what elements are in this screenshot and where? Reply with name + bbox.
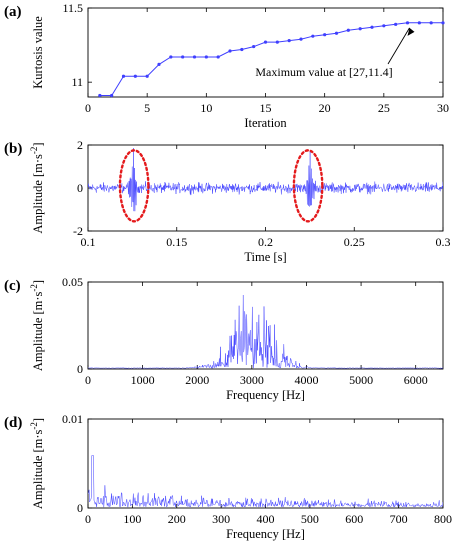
x-tick-label: 500 (301, 512, 319, 526)
data-point (228, 49, 232, 53)
plot-frame (87, 7, 444, 98)
data-point (98, 93, 102, 98)
y-tick-label: 0 (77, 501, 83, 515)
panel-label: (d) (4, 415, 22, 431)
series-line-signal (88, 147, 443, 212)
panel-label: (c) (4, 278, 21, 294)
data-point (216, 55, 220, 59)
x-tick-label: 0.2 (258, 235, 273, 249)
panel-label: (a) (4, 4, 22, 20)
x-axis-label: Frequency [Hz] (226, 388, 305, 402)
y-tick-label: 11.5 (62, 1, 83, 15)
data-point (311, 34, 315, 38)
y-axis-label: Amplitude [m·s-2] (29, 280, 45, 371)
impulse-highlight-ellipse (292, 149, 324, 223)
x-tick-label: 1000 (131, 373, 155, 387)
x-tick-label: 0 (85, 101, 91, 115)
plot-frame (87, 418, 444, 509)
x-tick-label: 5000 (349, 373, 373, 387)
series-line-kurtosis (99, 22, 443, 96)
x-tick-label: 15 (260, 101, 272, 115)
panel-label: (b) (4, 141, 22, 157)
data-point (204, 55, 208, 59)
data-point (417, 21, 421, 25)
data-point (323, 33, 327, 37)
data-point (275, 40, 279, 44)
x-tick-label: 0.3 (436, 235, 451, 249)
annotation-arrow (387, 27, 410, 65)
x-tick-label: 5 (144, 101, 150, 115)
x-tick-label: 10 (200, 101, 212, 115)
x-tick-label: 200 (168, 512, 186, 526)
x-tick-label: 600 (345, 512, 363, 526)
panel-a: (a) 0 5 10 15 20 25 30 11 11.5 Iteration Kurtosis v… (4, 1, 449, 130)
x-tick-label: 30 (437, 101, 449, 115)
data-point (334, 31, 339, 35)
y-axis-label: Kurtosis value (31, 16, 45, 89)
x-tick-label: 2000 (185, 373, 209, 387)
data-point (441, 21, 445, 25)
data-point (394, 22, 398, 26)
y-tick-label: 11 (71, 75, 83, 89)
data-point (121, 74, 126, 78)
series-line-spectrum (88, 294, 443, 369)
x-tick-label: 4000 (294, 373, 318, 387)
data-point (252, 44, 256, 49)
x-tick-label: 300 (212, 512, 230, 526)
x-axis-label: Time [s] (244, 250, 286, 264)
data-point (429, 21, 433, 25)
x-tick-label: 0.1 (81, 235, 96, 249)
impulse-highlight-ellipse (118, 149, 150, 223)
data-point (287, 39, 291, 43)
panel-d: (d) 0 100 200 300 400 500 600 700 800 0 0.01 Frequen… (4, 412, 452, 541)
y-tick-label: 0 (77, 181, 83, 195)
x-tick-label: 0.25 (344, 235, 365, 249)
y-tick-label: 0 (77, 362, 83, 376)
y-tick-label: 0.05 (62, 275, 83, 289)
data-point (370, 25, 374, 29)
x-tick-label: 25 (378, 101, 390, 115)
data-point (133, 74, 137, 78)
data-point (157, 62, 161, 66)
y-axis-label: Amplitude [m·s-2] (29, 142, 45, 233)
data-point (358, 27, 362, 31)
x-tick-label: 400 (257, 512, 275, 526)
data-point (192, 55, 197, 59)
series-line-envelope (88, 455, 443, 508)
x-tick-label: 100 (123, 512, 141, 526)
y-tick-label: 2 (77, 138, 83, 152)
y-tick-label: 0.01 (62, 412, 83, 426)
x-tick-label: 0 (85, 373, 91, 387)
x-axis-label: Iteration (244, 116, 287, 130)
data-point (263, 40, 268, 44)
data-point (169, 55, 173, 59)
data-point (240, 47, 244, 52)
panel-c: (c) 0 1000 2000 3000 4000 5000 6000 0 0.05 Frequen… (4, 275, 444, 402)
y-axis-label: Amplitude [m·s-2] (29, 418, 45, 509)
data-point (181, 55, 185, 59)
data-point (346, 28, 350, 32)
panel-b: (b) 0.1 0.15 0.2 0.25 0.3 -2 0 2 Time [s] Amplitud… (4, 138, 451, 264)
data-point (299, 37, 303, 41)
plot-frame (87, 281, 444, 370)
x-tick-label: 700 (390, 512, 408, 526)
x-tick-label: 0.15 (166, 235, 187, 249)
x-tick-label: 20 (319, 101, 331, 115)
data-point (382, 24, 386, 28)
x-axis-label: Frequency [Hz] (226, 527, 305, 541)
annotation-text: Maximum value at [27,11.4] (255, 65, 392, 79)
y-tick-label: -2 (73, 224, 83, 238)
x-tick-label: 3000 (240, 373, 264, 387)
x-tick-label: 6000 (404, 373, 428, 387)
data-point (405, 21, 410, 25)
data-point (110, 93, 114, 98)
x-tick-label: 0 (85, 512, 91, 526)
data-point (145, 74, 149, 78)
x-tick-label: 800 (434, 512, 452, 526)
annotation-arrowhead (407, 27, 415, 36)
